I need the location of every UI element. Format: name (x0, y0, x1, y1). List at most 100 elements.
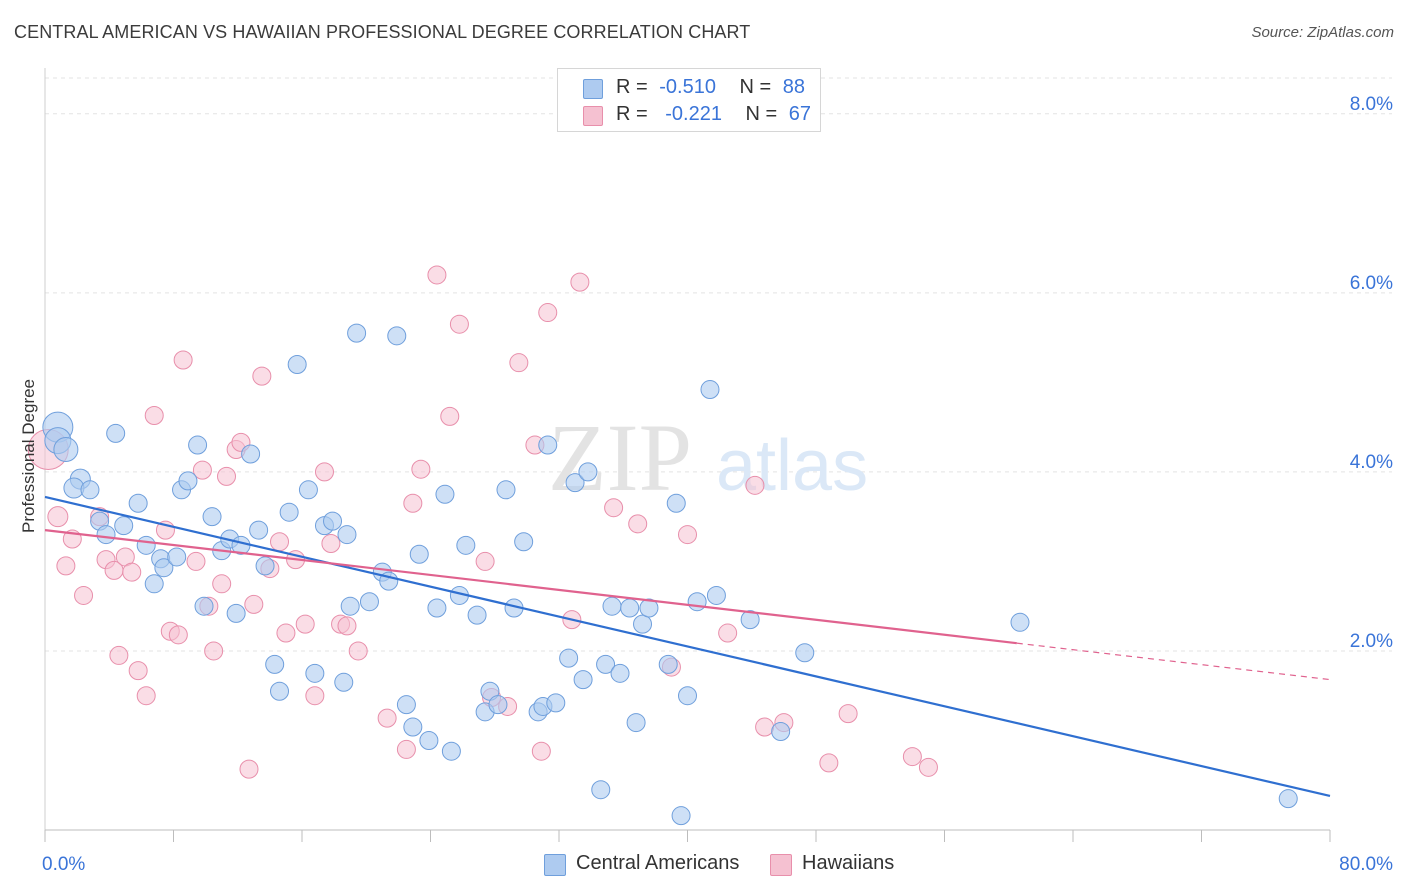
central-americans-point (419, 730, 439, 750)
central-americans-point (546, 693, 566, 713)
x-tick-label: 80.0% (1339, 854, 1393, 875)
hawaiians-point (270, 532, 290, 552)
central-americans-point (226, 603, 246, 623)
hawaiians-point (838, 704, 858, 724)
central-americans-point (573, 670, 593, 690)
central-americans-point (538, 435, 558, 455)
hawaiians-point (109, 645, 129, 665)
central-americans-point (347, 323, 367, 343)
central-americans-point (771, 722, 791, 742)
central-americans-point (128, 493, 148, 513)
hawaiians-point (449, 314, 469, 334)
central-americans-point (441, 741, 461, 761)
hawaiians-point (276, 623, 296, 643)
hawaiians-point (56, 556, 76, 576)
central-americans-point (740, 610, 760, 630)
central-americans-point (396, 695, 416, 715)
central-americans-point (514, 532, 534, 552)
central-americans-point (202, 507, 222, 527)
central-americans-point (666, 493, 686, 513)
bottom-legend-swatch-blue (544, 854, 566, 876)
central-americans-point (687, 592, 707, 612)
central-americans-point (270, 681, 290, 701)
central-americans-point (700, 380, 720, 400)
hawaiians-point (348, 641, 368, 661)
legend-swatch-pink (583, 106, 603, 126)
central-americans-point (596, 654, 616, 674)
y-axis-label: Professional Degree (19, 379, 38, 533)
stats-legend: R = -0.510 N = 88 R = -0.221 N = 67 (557, 68, 821, 132)
central-americans-point (565, 473, 585, 493)
hawaiians-point (74, 585, 94, 605)
y-tick-label: 2.0% (1350, 631, 1393, 652)
source-credit: Source: ZipAtlas.com (1251, 24, 1394, 41)
central-americans-point (658, 654, 678, 674)
central-americans-point (298, 480, 318, 500)
hawaiians-point (204, 641, 224, 661)
x-tick-label: 0.0% (42, 854, 85, 875)
central-americans-point (154, 558, 174, 578)
hawaiians-point (396, 739, 416, 759)
hawaiians-point (411, 459, 431, 479)
hawaiians-point (902, 747, 922, 767)
central-americans-point (167, 547, 187, 567)
hawaiians-point (475, 551, 495, 571)
hawaiians-point (144, 406, 164, 426)
hawaiians-point (427, 265, 447, 285)
central-americans-point (678, 686, 697, 706)
central-americans-point (305, 663, 325, 683)
hawaiians-point (538, 303, 558, 323)
hawaiians-point (168, 625, 188, 645)
hawaiians-point (755, 717, 775, 737)
central-americans-point (435, 484, 455, 504)
central-americans-trend-line (44, 495, 1331, 798)
central-americans-point (96, 525, 116, 545)
watermark-atlas: atlas (716, 426, 868, 506)
hawaiians-point (47, 506, 69, 528)
central-americans-point (359, 592, 379, 612)
hawaiians-point (678, 525, 697, 545)
central-americans-point (114, 516, 134, 536)
central-americans-point (323, 511, 343, 531)
hawaiians-point (918, 757, 938, 777)
hawaiians-point (377, 708, 397, 728)
central-americans-point (188, 435, 208, 455)
hawaiians-point (440, 406, 460, 426)
legend-n-value: 67 (788, 103, 812, 125)
hawaiians-point (252, 366, 272, 386)
hawaiians-point (239, 759, 259, 779)
central-americans-point (602, 596, 622, 616)
central-americans-point (456, 535, 476, 555)
central-americans-point (106, 423, 126, 443)
hawaiians-point (570, 272, 590, 292)
central-americans-point (53, 437, 79, 463)
central-americans-point (178, 471, 198, 491)
legend-n-label: N = (739, 76, 772, 98)
hawaiians-point (718, 623, 738, 643)
central-americans-point (337, 525, 357, 545)
legend-n-value: 88 (782, 76, 806, 98)
central-americans-point (409, 544, 429, 564)
central-americans-point (387, 326, 407, 346)
central-americans-point (496, 480, 516, 500)
central-americans-point (1278, 789, 1298, 809)
legend-r-value: -0.510 (659, 76, 716, 98)
central-americans-point (279, 502, 299, 522)
central-americans-point (706, 585, 726, 605)
central-americans-point (610, 663, 630, 683)
central-americans-point (403, 717, 423, 737)
hawaiians-point (173, 350, 193, 370)
hawaiians-point (745, 475, 765, 495)
hawaiians-point (192, 460, 212, 480)
watermark: ZIP atlas (548, 404, 868, 511)
hawaiians-point (295, 614, 315, 634)
central-americans-point (795, 643, 815, 663)
central-americans-point (626, 713, 646, 733)
central-americans-point (427, 598, 447, 618)
legend-r-value: -0.221 (665, 103, 722, 125)
bottom-legend-swatch-pink (770, 854, 792, 876)
central-americans-point (334, 672, 354, 692)
central-americans-point (633, 614, 653, 634)
central-americans-point (249, 520, 269, 540)
